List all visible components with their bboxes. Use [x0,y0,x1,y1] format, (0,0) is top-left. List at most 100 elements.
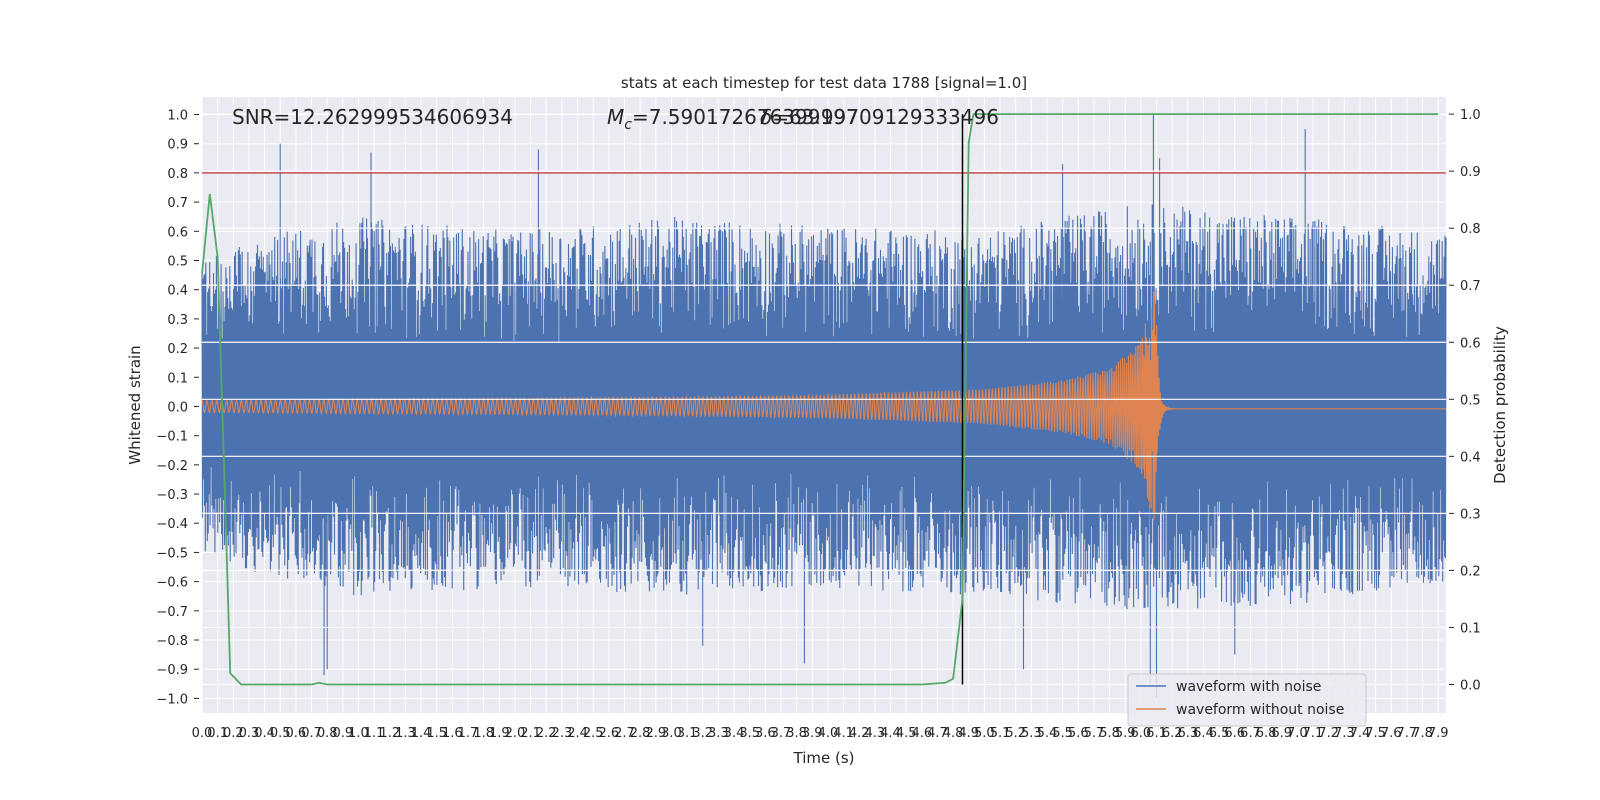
x-tick-label: 4.2 [849,726,870,741]
overlap-value: =63.99709129333496 [772,105,999,129]
x-tick-label: 6.9 [1271,726,1292,741]
x-tick-label: 3.5 [739,726,760,741]
x-tick-label: 6.4 [1193,726,1214,741]
x-tick-label: 1.5 [426,726,447,741]
x-tick-label: 2.4 [567,726,588,741]
x-tick-label: 4.3 [865,726,886,741]
y-tick-label: −0.4 [156,517,188,532]
x-tick-label: 7.7 [1397,726,1418,741]
x-tick-label: 7.4 [1350,726,1371,741]
noisy-waveform-line [201,114,1447,699]
y-tick-label: −0.2 [156,459,188,474]
x-tick-label: 4.7 [927,726,948,741]
x-tick-label: 6.2 [1162,726,1183,741]
x-tick-label: 0.2 [223,726,244,741]
x-tick-labels: 0.00.10.20.30.40.50.60.70.80.91.01.11.21… [192,726,1449,741]
y2-tick-label: 0.2 [1460,564,1481,579]
y-axis-label: Whitened strain [126,345,144,464]
y2-tick-label: 1.0 [1460,108,1481,123]
y-tick-label: −1.0 [156,692,188,707]
y-tick-label: −0.5 [156,546,188,561]
x-tick-label: 5.1 [990,726,1011,741]
y2-tick-label: 0.4 [1460,450,1481,465]
x-tick-label: 4.4 [880,726,901,741]
y-tick-label: −0.3 [156,488,188,503]
x-tick-label: 5.5 [1052,726,1073,741]
x-tick-label: 5.3 [1021,726,1042,741]
y2-tick-label: 0.3 [1460,507,1481,522]
x-tick-label: 6.0 [1131,726,1152,741]
y2-tick-label: 0.5 [1460,393,1481,408]
x-tick-label: 1.7 [458,726,479,741]
x-tick-label: 4.8 [943,726,964,741]
x-tick-label: 7.0 [1287,726,1308,741]
x-tick-label: 0.8 [317,726,338,741]
x-tick-label: 7.1 [1303,726,1324,741]
x-tick-label: 0.7 [301,726,322,741]
x-tick-label: 0.5 [270,726,291,741]
x-tick-label: 7.9 [1428,726,1449,741]
x-tick-label: 5.7 [1084,726,1105,741]
legend: waveform with noise waveform without noi… [1127,673,1367,727]
x-tick-label: 7.8 [1412,726,1433,741]
x-tick-label: 5.6 [1068,726,1089,741]
x-tick-label: 2.2 [536,726,557,741]
legend-box [1127,673,1367,727]
x-tick-label: 6.6 [1224,726,1245,741]
x-tick-label: 1.4 [411,726,432,741]
x-tick-label: 7.5 [1365,726,1386,741]
y-tick-label: 0.9 [167,138,188,153]
x-tick-label: 0.6 [286,726,307,741]
x-tick-label: 6.8 [1256,726,1277,741]
x-tick-label: 0.0 [192,726,213,741]
x-tick-label: 2.9 [645,726,666,741]
y-tick-label: 1.0 [167,109,188,124]
x-tick-label: 2.3 [552,726,573,741]
x-tick-label: 6.1 [1146,726,1167,741]
y-tick-label: 0.4 [167,284,188,299]
series-layer [201,113,1447,699]
x-tick-label: 1.9 [489,726,510,741]
legend-label-noise: waveform with noise [1176,679,1321,695]
x-tick-label: 5.4 [1037,726,1058,741]
y-tick-label: 0.3 [167,313,188,328]
chart-title: stats at each timestep for test data 178… [621,74,1027,92]
y-tick-label: −0.7 [156,605,188,620]
x-tick-label: 2.0 [505,726,526,741]
x-tick-label: 7.2 [1318,726,1339,741]
x-tick-label: 2.6 [598,726,619,741]
y-tick-label: 0.7 [167,196,188,211]
x-tick-label: 1.0 [348,726,369,741]
x-tick-label: 4.0 [818,726,839,741]
y-tick-label: 0.8 [167,167,188,182]
x-tick-label: 5.2 [1005,726,1026,741]
x-tick-label: 0.3 [239,726,260,741]
x-tick-label: 7.6 [1381,726,1402,741]
x-tick-label: 1.2 [379,726,400,741]
y2-tick-label: 0.1 [1460,621,1481,636]
y-tick-label: 0.1 [167,371,188,386]
x-tick-label: 7.3 [1334,726,1355,741]
x-tick-label: 5.0 [974,726,995,741]
overlap-annotation: δ=63.99709129333496 [760,105,999,129]
x-tick-label: 3.6 [755,726,776,741]
overlap-symbol: δ [760,105,772,129]
x-tick-label: 0.4 [254,726,275,741]
x-tick-label: 3.0 [661,726,682,741]
chirp-mass-value: =7.590172676399197 [632,105,859,129]
y2-tick-label: 0.0 [1460,678,1481,693]
x-tick-label: 3.2 [692,726,713,741]
x-tick-label: 6.3 [1177,726,1198,741]
y-tick-label: −0.1 [156,430,188,445]
x-tick-label: 6.5 [1209,726,1230,741]
x-tick-label: 0.1 [207,726,228,741]
chirp-mass-annotation: Mc=7.590172676399197 [607,105,859,133]
x-tick-label: 3.9 [802,726,823,741]
x-tick-label: 3.8 [786,726,807,741]
chirp-mass-symbol: M [607,105,624,129]
y-tick-labels: −1.0 −0.9 −0.8 −0.7 −0.6 −0.5 −0.4 −0.3 −0.2 −0.1… [156,109,199,707]
y-tick-label: 0.2 [167,342,188,357]
y-tick-label: 0.5 [167,254,188,269]
x-tick-label: 3.7 [771,726,792,741]
x-tick-label: 4.5 [896,726,917,741]
